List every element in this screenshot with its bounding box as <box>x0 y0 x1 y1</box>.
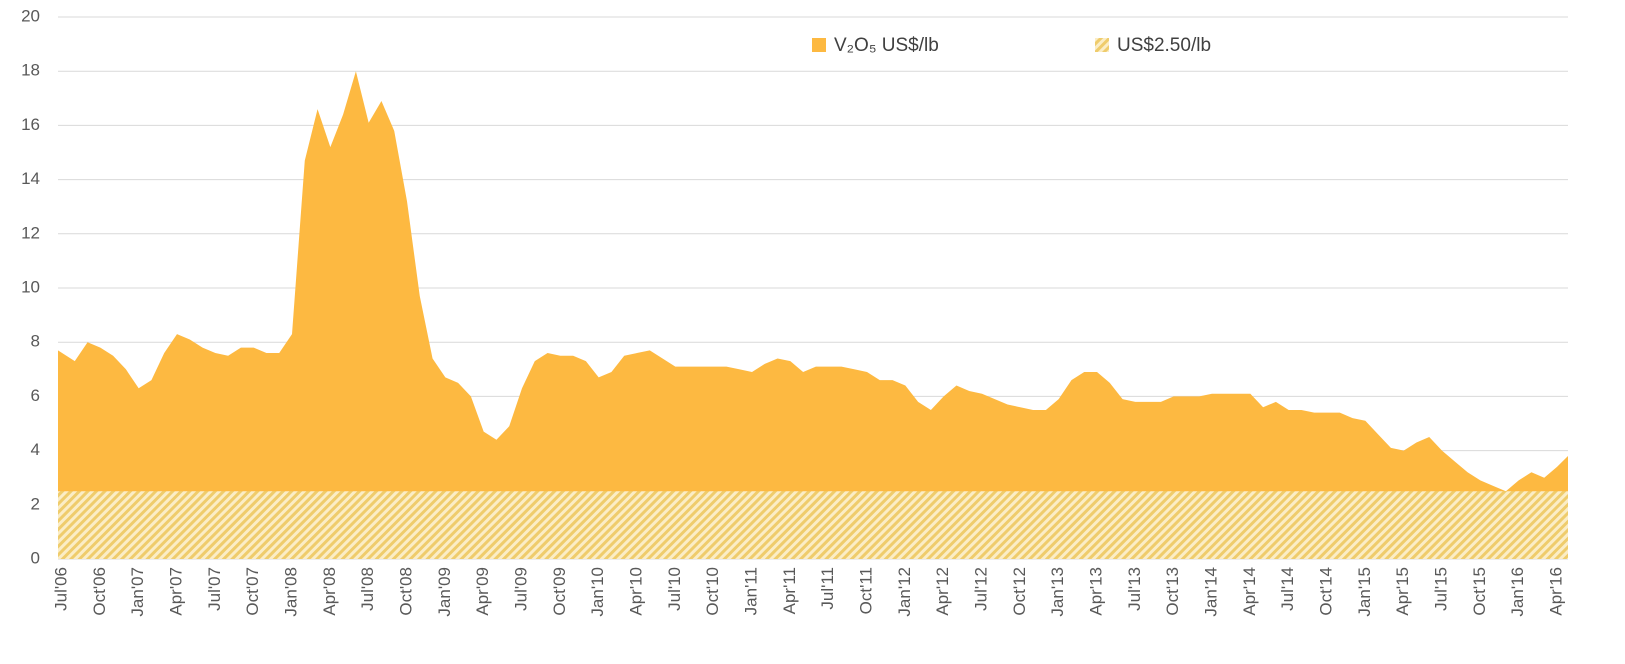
x-tick-label: Jan'15 <box>1355 567 1374 617</box>
x-tick-label: Oct'06 <box>90 567 109 616</box>
legend-swatch <box>812 38 826 52</box>
y-tick-label: 12 <box>21 223 40 242</box>
x-tick-label: Jul'12 <box>971 567 990 611</box>
x-tick-label: Jan'13 <box>1048 567 1067 617</box>
x-tick-label: Jul'11 <box>818 567 837 610</box>
x-tick-label: Apr'16 <box>1546 567 1565 616</box>
x-tick-label: Apr'15 <box>1393 567 1412 616</box>
x-tick-label: Jan'16 <box>1508 567 1527 617</box>
x-tick-label: Apr'12 <box>933 567 952 616</box>
x-tick-label: Oct'15 <box>1470 567 1489 616</box>
plot-area <box>58 71 1568 559</box>
x-tick-label: Apr'11 <box>780 567 799 614</box>
x-tick-label: Jan'09 <box>435 567 454 617</box>
x-tick-label: Jul'13 <box>1125 567 1144 611</box>
x-tick-label: Oct'14 <box>1316 567 1335 616</box>
y-tick-label: 14 <box>21 169 40 188</box>
y-tick-label: 16 <box>21 115 40 134</box>
legend: US$2.50/lb V₂O₅ US$/lb <box>812 35 1211 56</box>
y-tick-label: 0 <box>31 548 40 567</box>
x-tick-label: Oct'13 <box>1163 567 1182 616</box>
x-tick-label: Apr'08 <box>320 567 339 616</box>
x-tick-label: Jul'14 <box>1278 567 1297 611</box>
y-tick-label: 10 <box>21 277 40 296</box>
x-tick-label: Oct'11 <box>856 567 875 614</box>
x-tick-label: Jan'12 <box>895 567 914 617</box>
x-tick-label: Jan'07 <box>128 567 147 617</box>
x-tick-label: Jul'07 <box>205 567 224 611</box>
x-tick-label: Oct'09 <box>550 567 569 616</box>
x-tick-label: Apr'07 <box>166 567 185 616</box>
area <box>58 71 1568 559</box>
x-tick-label: Oct'10 <box>703 567 722 616</box>
labels: 0 2 4 6 8 10 12 14 16 18 20 Jul'06 Oct'06 Jan'07 Apr'0… <box>21 6 1565 616</box>
x-tick-label: Jan'08 <box>281 567 300 617</box>
legend-swatch <box>1095 38 1109 52</box>
x-tick-label: Jan'11 <box>741 567 760 615</box>
x-tick-label: Apr'13 <box>1086 567 1105 616</box>
x-tick-label: Jan'10 <box>588 567 607 617</box>
x-tick-label: Oct'07 <box>243 567 262 616</box>
y-tick-label: 6 <box>31 386 40 405</box>
x-tick-label: Jul'08 <box>358 567 377 611</box>
y-tick-label: 8 <box>31 332 40 351</box>
x-tick-label: Jul'09 <box>511 567 530 611</box>
x-tick-label: Oct'12 <box>1010 567 1029 616</box>
x-tick-label: Apr'10 <box>626 567 645 616</box>
x-tick-label: Apr'09 <box>473 567 492 616</box>
x-tick-label: Oct'08 <box>396 567 415 616</box>
area <box>58 491 1568 559</box>
y-tick-label: 20 <box>21 6 40 25</box>
x-tick-label: Jul'06 <box>51 567 70 611</box>
legend-label: V₂O₅ US$/lb <box>834 35 939 56</box>
y-tick-label: 2 <box>31 494 40 513</box>
y-tick-label: 4 <box>31 440 40 459</box>
legend-label: US$2.50/lb <box>1117 35 1211 56</box>
x-tick-label: Jul'10 <box>665 567 684 611</box>
x-tick-label: Apr'14 <box>1240 567 1259 616</box>
x-tick-label: Jan'14 <box>1201 567 1220 617</box>
x-tick-label: Jul'15 <box>1431 567 1450 611</box>
y-tick-label: 18 <box>21 61 40 80</box>
